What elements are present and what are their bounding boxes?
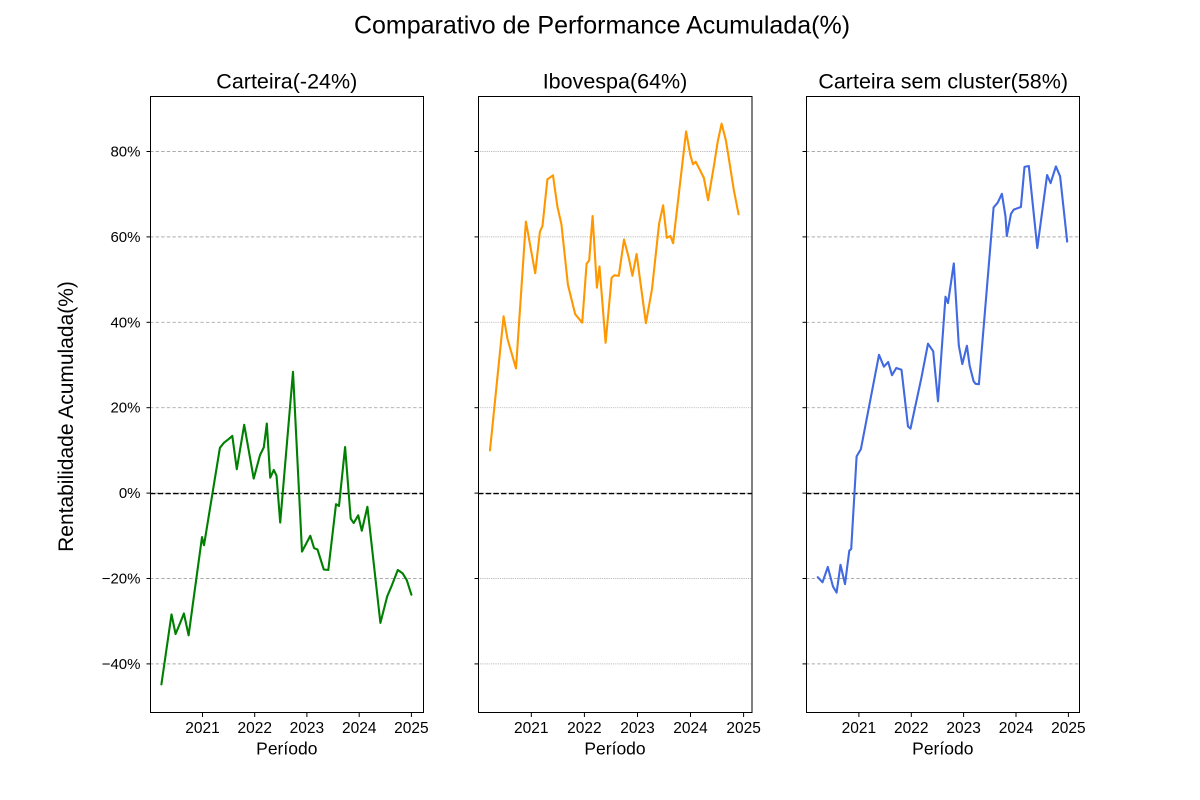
svg-text:2024: 2024 [999,720,1034,737]
svg-text:Período: Período [584,739,645,759]
svg-text:2022: 2022 [894,720,928,737]
svg-text:2023: 2023 [946,720,980,737]
svg-text:2021: 2021 [514,720,548,737]
svg-text:−20%: −20% [102,571,141,588]
svg-text:Período: Período [256,739,317,759]
svg-text:2023: 2023 [290,720,324,737]
svg-text:0%: 0% [119,485,141,502]
svg-text:Rentabilidade Acumulada(%): Rentabilidade Acumulada(%) [55,281,78,552]
svg-text:2024: 2024 [342,720,377,737]
svg-text:Carteira(-24%): Carteira(-24%) [216,69,357,93]
svg-text:Ibovespa(64%): Ibovespa(64%) [543,69,688,93]
svg-text:20%: 20% [110,400,140,417]
svg-text:2022: 2022 [237,720,271,737]
svg-text:Período: Período [912,739,973,759]
svg-text:2022: 2022 [567,720,601,737]
svg-text:2021: 2021 [842,720,876,737]
svg-text:2025: 2025 [394,720,428,737]
svg-text:2021: 2021 [185,720,219,737]
svg-text:−40%: −40% [102,656,141,673]
svg-text:80%: 80% [110,144,140,161]
svg-text:2024: 2024 [673,720,708,737]
svg-text:2025: 2025 [1051,720,1085,737]
svg-text:60%: 60% [110,229,140,246]
svg-text:2023: 2023 [620,720,654,737]
svg-text:40%: 40% [110,314,140,331]
svg-text:Comparativo de Performance Acu: Comparativo de Performance Acumulada(%) [354,12,850,40]
svg-text:Carteira sem cluster(58%): Carteira sem cluster(58%) [818,69,1068,93]
svg-text:2025: 2025 [726,720,760,737]
